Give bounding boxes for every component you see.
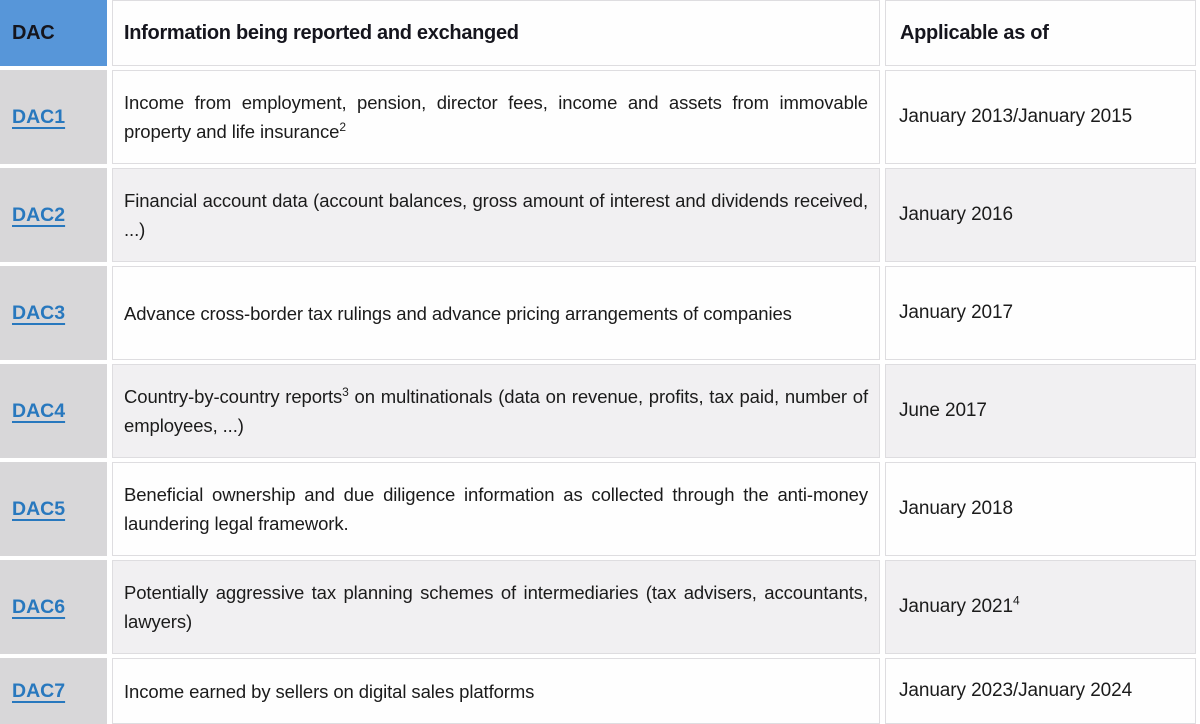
info-cell: Income from employment, pension, directo…	[112, 70, 880, 164]
header-cell-dac: DAC	[0, 0, 107, 66]
date-text: January 2016	[899, 204, 1013, 225]
dac3-link[interactable]: DAC3	[12, 301, 66, 324]
info-text: Advance cross-border tax rulings and adv…	[124, 302, 792, 324]
header-label-information: Information being reported and exchanged	[124, 21, 519, 44]
dac-cell: DAC3	[0, 266, 107, 360]
info-cell: Financial account data (account balances…	[112, 168, 880, 262]
info-text: Income earned by sellers on digital sale…	[124, 680, 535, 702]
date-text: January 2017	[899, 302, 1013, 323]
info-text: Financial account data (account balances…	[124, 190, 868, 240]
dac7-link[interactable]: DAC7	[12, 679, 66, 702]
date-text: January 20214	[899, 593, 1020, 617]
dac4-link[interactable]: DAC4	[12, 399, 66, 422]
info-cell: Potentially aggressive tax planning sche…	[112, 560, 880, 654]
header-label-applicable: Applicable as of	[900, 21, 1049, 44]
info-cell: Advance cross-border tax rulings and adv…	[112, 266, 880, 360]
date-text: June 2017	[899, 400, 987, 421]
dac-cell: DAC5	[0, 462, 107, 556]
date-cell: January 2023/January 2024	[885, 658, 1196, 724]
dac-cell: DAC4	[0, 364, 107, 458]
dac5-link[interactable]: DAC5	[12, 497, 66, 520]
dac-cell: DAC7	[0, 658, 107, 724]
date-cell: January 2016	[885, 168, 1196, 262]
info-cell: Beneficial ownership and due diligence i…	[112, 462, 880, 556]
info-cell: Income earned by sellers on digital sale…	[112, 658, 880, 724]
date-cell: January 2013/January 2015	[885, 70, 1196, 164]
date-cell: January 2017	[885, 266, 1196, 360]
info-text: Country-by-country reports3 on multinati…	[124, 384, 868, 436]
dac-cell: DAC2	[0, 168, 107, 262]
date-text: January 2023/January 2024	[899, 680, 1133, 701]
header-label-dac: DAC	[12, 21, 55, 44]
header-cell-information: Information being reported and exchanged	[112, 0, 880, 66]
dac2-link[interactable]: DAC2	[12, 203, 66, 226]
dac6-link[interactable]: DAC6	[12, 595, 66, 618]
date-cell: January 20214	[885, 560, 1196, 654]
info-text: Income from employment, pension, directo…	[124, 92, 868, 142]
info-text: Potentially aggressive tax planning sche…	[124, 582, 868, 632]
date-text: January 2013/January 2015	[899, 106, 1133, 127]
dac-cell: DAC1	[0, 70, 107, 164]
info-cell: Country-by-country reports3 on multinati…	[112, 364, 880, 458]
date-cell: January 2018	[885, 462, 1196, 556]
dac-cell: DAC6	[0, 560, 107, 654]
info-text: Beneficial ownership and due diligence i…	[124, 484, 868, 534]
header-cell-applicable: Applicable as of	[885, 0, 1196, 66]
date-text: January 2018	[899, 498, 1013, 519]
dac1-link[interactable]: DAC1	[12, 105, 66, 128]
date-cell: June 2017	[885, 364, 1196, 458]
